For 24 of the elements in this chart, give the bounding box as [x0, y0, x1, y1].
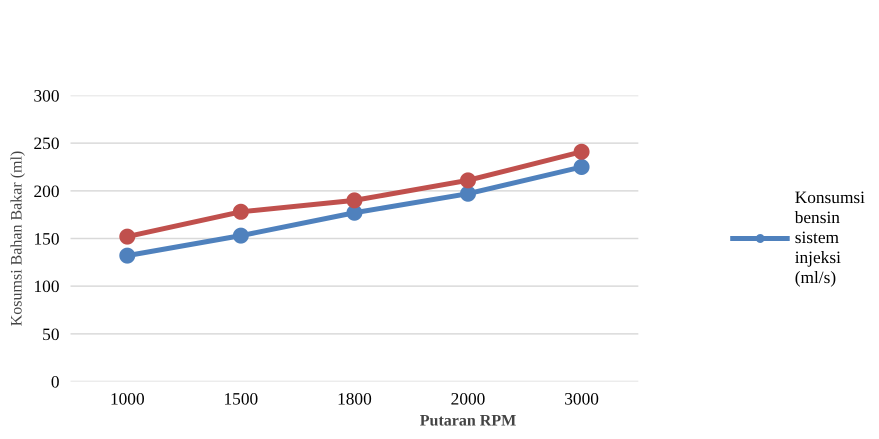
x-tick-label: 1800: [337, 390, 372, 408]
y-tick-label: 100: [34, 277, 60, 296]
y-tick-label: 300: [34, 86, 60, 106]
x-tick-label: 2000: [450, 390, 486, 408]
x-tick-label: 3000: [564, 390, 599, 408]
y-tick-label: 150: [34, 230, 60, 248]
y-tick-label: 50: [42, 324, 60, 344]
point: [232, 228, 249, 244]
x-axis-title: Putaran RPM: [420, 412, 516, 430]
point: [119, 248, 136, 264]
x-tick-label: 1000: [110, 390, 145, 408]
point: [346, 192, 362, 208]
point: [232, 204, 249, 220]
legend-label: Konsumsi bensin sistem injeksi (ml/s): [794, 188, 865, 288]
point: [119, 228, 136, 245]
point: [574, 159, 590, 175]
y-tick-label: 250: [34, 134, 60, 154]
point: [574, 144, 590, 160]
point: [460, 186, 476, 202]
y-axis-title: Kosumsi Bahan Bakar (ml): [8, 150, 26, 326]
point: [460, 172, 476, 188]
x-tick-label: 1500: [224, 390, 258, 408]
y-tick-label: 200: [34, 182, 60, 201]
y-tick-label: 0: [50, 372, 60, 392]
